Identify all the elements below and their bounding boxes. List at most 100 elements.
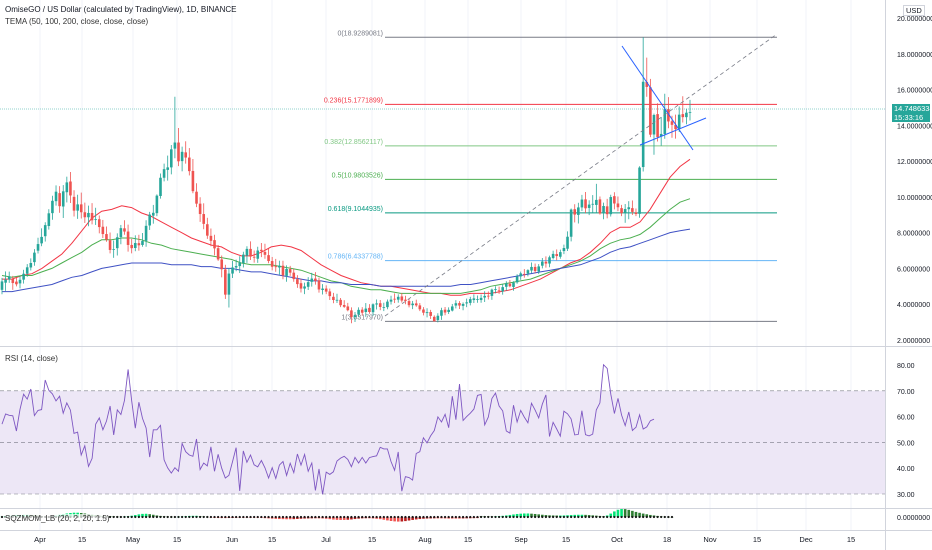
candle-body — [155, 195, 159, 214]
fib-level-label: 0.236(15.1771899) — [324, 97, 383, 104]
candle-body — [526, 270, 530, 274]
chart-title[interactable]: OmiseGO / US Dollar (calculated by Tradi… — [5, 5, 237, 14]
candle-body — [184, 152, 188, 158]
momentum-bar — [411, 517, 414, 520]
time-tick-label: Apr — [34, 535, 46, 544]
price-tick-label: 4.0000000 — [897, 302, 930, 309]
squeeze-dot — [472, 515, 475, 519]
candle-body — [11, 278, 15, 284]
squeeze-dot — [476, 515, 479, 519]
squeeze-dot — [155, 515, 158, 519]
squeeze-dot — [271, 515, 274, 519]
time-tick-label: 18 — [663, 535, 671, 544]
squeeze-dot — [285, 515, 288, 519]
squeeze-dot — [541, 515, 544, 519]
candle-body — [101, 226, 105, 235]
candle-body — [602, 205, 605, 214]
squeeze-dot — [537, 515, 540, 519]
time-tick-label: 15 — [78, 535, 86, 544]
candle-body — [360, 309, 364, 313]
squeeze-dot — [461, 515, 465, 519]
candle-body — [288, 269, 292, 273]
candle-body — [130, 244, 133, 249]
candle-body — [303, 286, 306, 289]
tema-line — [2, 228, 691, 293]
candle-body — [314, 278, 317, 281]
candle-body — [227, 273, 231, 295]
candle-body — [436, 315, 440, 321]
squeeze-dot — [566, 515, 569, 519]
squeeze-dot — [616, 515, 620, 519]
squeeze-indicator-label[interactable]: SQZMOM_LB (20, 2, 20, 1.5) — [5, 514, 110, 523]
candle-body — [613, 196, 616, 204]
squeeze-dot — [220, 515, 223, 519]
price-tick-label: 16.0000000 — [897, 88, 932, 95]
squeeze-dot — [256, 515, 259, 519]
candle-body — [292, 272, 296, 280]
squeeze-dot — [166, 515, 169, 519]
price-tick-label: 20.0000000 — [897, 16, 932, 23]
squeeze-dot — [159, 515, 162, 519]
candle-body — [83, 212, 87, 218]
squeeze-dot — [253, 515, 256, 519]
squeeze-dot — [656, 515, 659, 519]
squeeze-dot — [267, 515, 270, 519]
rsi-indicator-label[interactable]: RSI (14, close) — [5, 354, 58, 363]
squeeze-dot — [627, 515, 630, 519]
squeeze-dot — [332, 515, 335, 519]
momentum-bar — [533, 513, 537, 517]
candle-body — [472, 298, 476, 301]
candle-body — [335, 299, 339, 301]
squeeze-dot — [404, 515, 407, 519]
momentum-bar — [541, 514, 544, 517]
fibonacci-retracement[interactable]: 0(18.9289081) 0.236(15.1771899) 0.382(12.8… — [324, 30, 777, 322]
price-tick-label: 12.0000000 — [897, 159, 932, 166]
time-tick-label: May — [126, 535, 140, 544]
squeeze-dot — [552, 515, 555, 519]
diagonal-trendline[interactable] — [384, 33, 778, 317]
candle-body — [544, 261, 548, 264]
squeeze-dot — [357, 515, 360, 519]
candle-body — [346, 306, 350, 311]
squeeze-dot — [217, 515, 220, 519]
candle-body — [393, 298, 396, 300]
squeeze-dot — [465, 515, 468, 519]
candle-body — [317, 280, 321, 290]
time-tick-label: Jun — [226, 535, 238, 544]
time-axis[interactable]: Apr 15 May 15 Jun 15 Jul 15 Aug 15 Sep 15 Oct 18 Nov 15… — [34, 535, 855, 544]
wedge-lower-trendline[interactable] — [639, 117, 707, 146]
squeeze-dot — [548, 515, 551, 519]
squeeze-dot — [148, 515, 151, 519]
squeeze-dot — [400, 515, 403, 519]
candle-body — [180, 151, 184, 162]
wedge-upper-trendline[interactable] — [621, 45, 694, 151]
squeeze-dot — [361, 515, 364, 519]
candle-body — [209, 235, 213, 241]
candle-body — [638, 167, 641, 214]
momentum-bar — [148, 514, 151, 517]
price-tick-label: 14.0000000 — [897, 123, 932, 130]
squeeze-dot — [584, 515, 587, 519]
squeeze-dot — [523, 515, 526, 519]
candle-body — [213, 240, 216, 249]
momentum-bar — [141, 513, 144, 517]
candlestick-series — [0, 37, 692, 324]
candle-body — [447, 309, 450, 312]
price-axis[interactable]: 20.0000000 18.0000000 16.0000000 14.0000000… — [897, 16, 932, 345]
momentum-bar — [580, 514, 584, 517]
candle-body — [274, 266, 278, 268]
squeeze-dot — [299, 515, 303, 519]
squeeze-dot — [418, 515, 421, 519]
candle-body — [108, 240, 112, 250]
trendline-drawings[interactable] — [384, 33, 778, 317]
squeeze-dot — [440, 515, 443, 519]
squeeze-dot — [134, 515, 137, 519]
candle-body — [523, 273, 526, 275]
squeeze-dot — [202, 515, 205, 519]
squeeze-dot — [170, 515, 173, 519]
last-price-tag: 14.7486334 15:33:16 — [892, 104, 932, 122]
tema-indicator-label[interactable]: TEMA (50, 100, 200, close, close, close) — [5, 17, 149, 26]
squeeze-dot — [303, 515, 306, 519]
currency-badge[interactable]: USD — [903, 5, 925, 16]
